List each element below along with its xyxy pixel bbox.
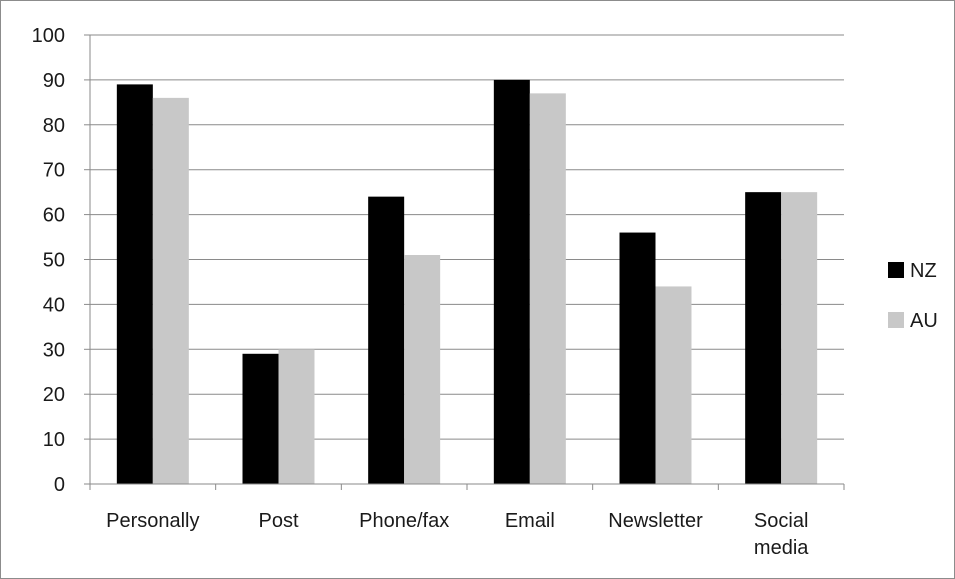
y-tick-label: 20: [43, 384, 65, 406]
bar-au-2: [404, 255, 441, 484]
legend-label-au: AU: [910, 310, 938, 332]
category-label: Email: [505, 510, 555, 532]
bar-au-1: [278, 349, 315, 484]
gridlines: [90, 34, 844, 440]
category-label: Phone/fax: [359, 510, 449, 532]
bars: [116, 79, 818, 485]
legend-swatch-au: [888, 312, 904, 328]
y-tick-label: 80: [43, 115, 65, 137]
y-tick-label: 10: [43, 429, 65, 451]
y-tick-label: 0: [54, 474, 65, 496]
bar-nz-4: [619, 232, 656, 484]
bar-au-3: [529, 93, 566, 485]
bar-au-0: [152, 97, 189, 485]
axes: [84, 34, 845, 490]
category-label: Social: [754, 510, 808, 532]
category-label: Post: [258, 510, 298, 532]
y-tick-label: 90: [43, 70, 65, 92]
bar-au-5: [781, 192, 818, 484]
legend: NZ AU: [888, 260, 938, 332]
bar-nz-2: [368, 196, 405, 484]
bar-nz-1: [242, 353, 279, 484]
bar-nz-5: [745, 192, 782, 484]
bar-nz-0: [116, 84, 153, 484]
y-tick-label: 70: [43, 160, 65, 182]
y-tick-label: 50: [43, 250, 65, 272]
y-tick-labels: 0 10 20 30 40 50 60 70 80 90 100: [32, 25, 65, 496]
bar-nz-3: [493, 79, 530, 485]
y-tick-label: 30: [43, 339, 65, 361]
y-tick-label: 60: [43, 205, 65, 227]
legend-swatch-nz: [888, 262, 904, 278]
legend-label-nz: NZ: [910, 260, 937, 282]
y-tick-label: 100: [32, 25, 65, 47]
category-label: Newsletter: [608, 510, 703, 532]
y-tick-label: 40: [43, 294, 65, 316]
category-label: media: [754, 537, 809, 559]
category-labels: Personally Post Phone/fax Email Newsletter So…: [106, 510, 809, 559]
category-label: Personally: [106, 510, 199, 532]
bar-au-4: [655, 286, 692, 484]
